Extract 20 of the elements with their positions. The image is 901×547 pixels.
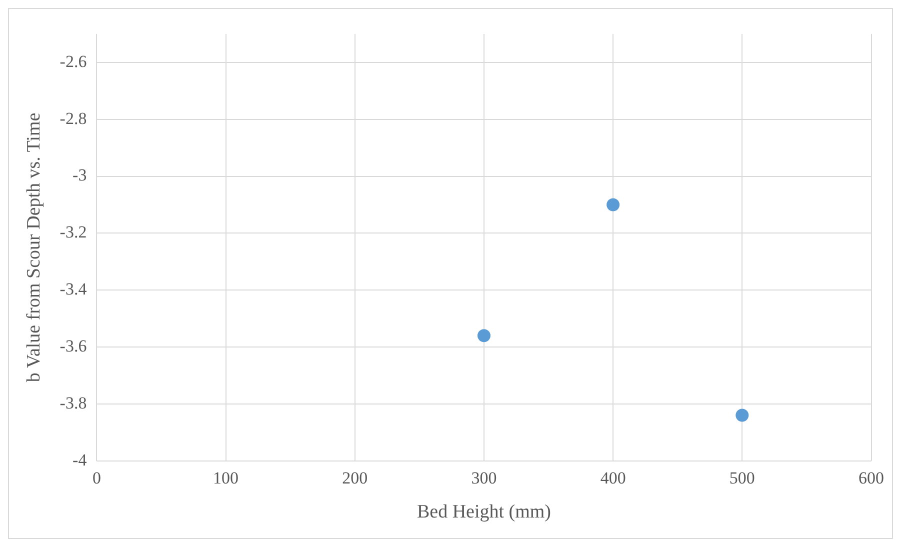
y-tick-label: -3.4 xyxy=(60,280,88,299)
y-tick-label: -2.8 xyxy=(60,108,87,128)
x-tick-label: 0 xyxy=(92,468,101,488)
y-tick-label: -3.6 xyxy=(60,336,87,356)
y-tick-label: -3 xyxy=(72,166,87,185)
y-axis-title: b Value from Scour Depth vs. Time xyxy=(23,112,44,382)
y-tick-label: -3.2 xyxy=(60,222,87,242)
x-tick-label: 500 xyxy=(729,468,755,488)
x-tick-label: 100 xyxy=(213,468,239,488)
x-tick-label: 200 xyxy=(342,468,368,488)
y-tick-label: -4 xyxy=(72,450,88,470)
x-axis-title: Bed Height (mm) xyxy=(416,502,551,523)
y-tick-label: -2.6 xyxy=(60,52,87,71)
x-tick-label: 400 xyxy=(600,468,626,488)
y-tick-label: -3.8 xyxy=(60,393,87,412)
point xyxy=(736,408,749,422)
x-tick-label: 600 xyxy=(858,468,884,488)
point xyxy=(606,198,620,212)
x-tick-label: 300 xyxy=(471,468,497,488)
point xyxy=(477,329,490,342)
